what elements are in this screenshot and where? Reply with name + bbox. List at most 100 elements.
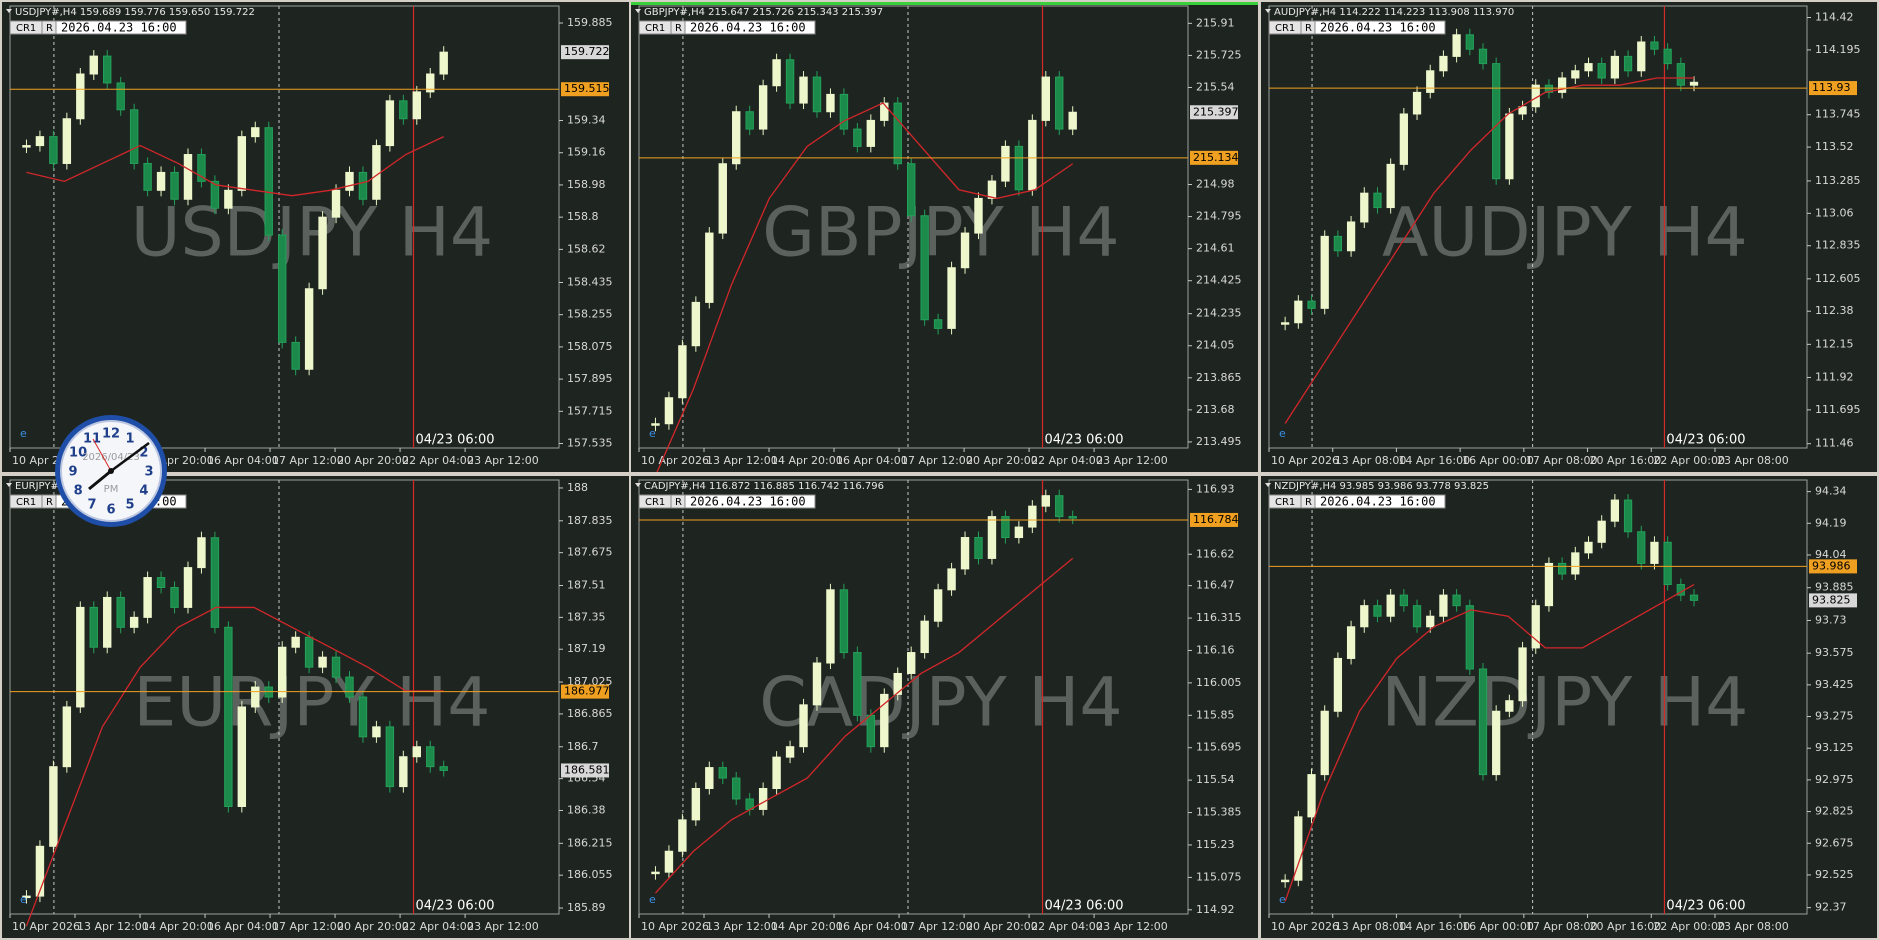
last-price-label: 215.397 [1193,105,1239,118]
candle [933,319,943,329]
candle [1557,77,1567,93]
candle [987,180,997,199]
header-arrow [6,483,12,487]
candle [318,216,327,290]
candle [691,301,701,347]
candle [1663,541,1672,586]
candle [412,746,421,758]
header-arrow [635,483,641,487]
x-tick-label: 17 Apr 12:00 [901,454,973,467]
button-label[interactable]: R [46,23,53,34]
candle [1465,34,1474,50]
x-tick-label: 23 Apr 08:00 [1717,454,1789,467]
y-tick-label: 214.05 [1196,339,1235,352]
panel-body: NZDJPY H4 04/23 06:00 94.34 94.19 94.04 93.88… [1261,476,1877,938]
button-label[interactable]: R [675,497,682,508]
candle [705,767,714,790]
x-tick-label: 13 Apr 12:00 [77,920,149,933]
x-tick-label: 23 Apr 12:00 [1096,454,1168,467]
candle [1386,594,1395,617]
button-label[interactable]: CR1 [16,23,36,34]
y-tick-label: 214.61 [1196,242,1235,255]
candle [399,100,408,120]
candle [1492,710,1501,776]
panel-bg [1261,476,1877,938]
header-arrow [635,9,641,13]
candle [1452,34,1461,57]
button-label[interactable]: R [46,497,53,508]
y-tick-label: 186.865 [567,707,613,720]
button-label[interactable]: R [1305,23,1312,34]
clock-numeral: 8 [74,484,83,499]
y-tick-label: 187.19 [567,642,606,655]
header-arrow [6,9,12,13]
candle [1505,700,1514,712]
plot-border [1268,479,1808,915]
candle [1610,499,1620,522]
candle [758,85,768,130]
candle [62,118,72,164]
button-label[interactable]: R [1305,497,1312,508]
candle [304,636,314,668]
candle [1294,300,1303,324]
clock-numeral: 5 [125,497,134,512]
candle [22,145,31,148]
candle [412,91,421,120]
y-tick-label: 92.975 [1815,773,1854,786]
button-label[interactable]: CR1 [16,497,36,508]
candle [1412,605,1422,628]
price-level-label: 113.93 [1812,81,1851,94]
clock-numeral: 4 [139,484,148,499]
x-tick-label: 16 Apr 04:00 [207,920,279,933]
candle [358,171,368,200]
candle [1028,119,1037,191]
candle [1281,322,1290,325]
y-tick-label: 93.575 [1815,646,1854,659]
clock-numeral: 9 [68,465,77,480]
candle [439,51,448,75]
button-label[interactable]: CR1 [1275,497,1295,508]
y-tick-label: 214.425 [1196,274,1242,287]
candle [277,646,287,698]
candle [1478,48,1488,65]
active-border [631,2,1258,5]
candle [1068,111,1077,130]
candle [1055,495,1064,518]
candle [1663,48,1672,65]
button-label[interactable]: R [675,23,682,34]
candle [399,756,408,788]
candle [906,652,916,674]
candle [1360,192,1369,223]
button-label[interactable]: CR1 [1275,23,1295,34]
chart-header: NZDJPY#,H4 93.985 93.986 93.778 93.825 [1274,481,1489,492]
y-tick-label: 187.35 [567,610,606,623]
candle [277,234,287,343]
header-arrow [1265,9,1271,13]
x-tick-label: 13 Apr 08:00 [1335,454,1407,467]
candle [210,180,220,209]
candle [866,119,876,147]
candle [1637,531,1646,564]
candle [129,109,139,164]
y-tick-label: 93.73 [1815,613,1847,626]
y-tick-label: 115.385 [1196,806,1242,819]
clock-numeral: 6 [106,503,115,518]
price-level-tag [1190,150,1238,165]
button-label[interactable]: CR1 [645,497,665,508]
candle [1518,106,1527,115]
clock-hand [110,441,150,473]
candle [718,163,727,234]
watermark: AUDJPY H4 [1382,194,1748,273]
y-tick-label: 115.075 [1196,870,1242,883]
panel-body: GBPJPY H4 04/23 06:00 215.91 215.725 215.54 2… [631,2,1258,472]
button-label[interactable]: CR1 [645,23,665,34]
date-box [684,494,816,509]
price-level-tag [561,684,609,699]
clock-center [108,468,114,474]
candle [1028,505,1037,528]
watermark: GBPJPY H4 [762,194,1119,273]
x-tick-label: 10 Apr 2026 [641,920,709,933]
y-tick-label: 159.16 [567,146,606,159]
